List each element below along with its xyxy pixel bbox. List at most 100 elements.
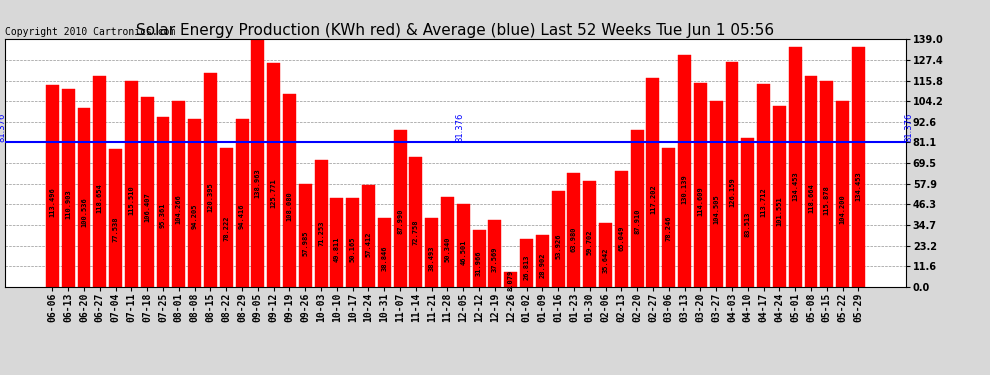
Bar	[93, 76, 106, 287]
Bar	[362, 184, 375, 287]
Bar	[742, 138, 754, 287]
Text: 53.926: 53.926	[555, 234, 561, 259]
Bar	[441, 197, 454, 287]
Text: 95.361: 95.361	[160, 203, 166, 228]
Bar	[662, 147, 675, 287]
Text: 81.376: 81.376	[904, 112, 913, 142]
Text: 49.811: 49.811	[334, 237, 340, 262]
Bar	[757, 84, 770, 287]
Text: Copyright 2010 Cartronics.com: Copyright 2010 Cartronics.com	[5, 27, 175, 37]
Text: 78.222: 78.222	[223, 216, 230, 241]
Bar	[394, 130, 407, 287]
Bar	[299, 184, 312, 287]
Text: 115.510: 115.510	[129, 186, 135, 215]
Text: 126.159: 126.159	[729, 178, 735, 207]
Bar	[710, 101, 723, 287]
Text: 57.985: 57.985	[302, 231, 308, 256]
Text: 94.416: 94.416	[239, 204, 246, 229]
Text: 138.963: 138.963	[254, 168, 260, 198]
Text: 113.712: 113.712	[760, 187, 766, 217]
Bar	[346, 198, 359, 287]
Bar	[488, 220, 501, 287]
Text: 110.903: 110.903	[65, 189, 71, 219]
Text: 37.569: 37.569	[492, 246, 498, 272]
Text: 104.200: 104.200	[840, 194, 845, 224]
Text: 78.246: 78.246	[665, 216, 672, 241]
Text: 77.538: 77.538	[113, 216, 119, 242]
Text: 100.536: 100.536	[81, 197, 87, 226]
Bar	[536, 236, 548, 287]
Text: 35.642: 35.642	[603, 248, 609, 273]
Bar	[456, 204, 470, 287]
Text: 125.771: 125.771	[270, 178, 276, 208]
Text: 104.266: 104.266	[176, 194, 182, 224]
Text: 65.049: 65.049	[619, 225, 625, 251]
Text: 59.702: 59.702	[587, 230, 593, 255]
Text: 38.846: 38.846	[381, 245, 387, 271]
Text: 108.080: 108.080	[286, 191, 292, 221]
Text: 63.980: 63.980	[571, 226, 577, 252]
Bar	[726, 62, 739, 287]
Text: 106.407: 106.407	[145, 192, 150, 222]
Bar	[188, 119, 201, 287]
Bar	[567, 173, 580, 287]
Text: 101.551: 101.551	[776, 196, 782, 226]
Text: 50.340: 50.340	[445, 237, 450, 262]
Bar	[220, 148, 233, 287]
Bar	[852, 48, 865, 287]
Text: 72.758: 72.758	[413, 220, 419, 245]
Bar	[646, 78, 659, 287]
Bar	[156, 117, 169, 287]
Bar	[789, 48, 802, 287]
Bar	[410, 158, 423, 287]
Bar	[773, 106, 786, 287]
Text: 113.496: 113.496	[50, 187, 55, 217]
Bar	[821, 81, 834, 287]
Text: 81.376: 81.376	[455, 112, 464, 142]
Text: 87.910: 87.910	[635, 209, 641, 234]
Bar	[520, 239, 533, 287]
Text: 31.966: 31.966	[476, 250, 482, 276]
Bar	[315, 160, 328, 287]
Text: 117.202: 117.202	[650, 184, 656, 214]
Bar	[172, 101, 185, 287]
Title: Solar Energy Production (KWh red) & Average (blue) Last 52 Weeks Tue Jun 1 05:56: Solar Energy Production (KWh red) & Aver…	[137, 23, 774, 38]
Bar	[694, 83, 707, 287]
Bar	[837, 101, 849, 287]
Text: 83.513: 83.513	[744, 211, 750, 237]
Bar	[236, 119, 248, 287]
Text: 38.493: 38.493	[429, 245, 435, 271]
Bar	[551, 191, 564, 287]
Text: 120.395: 120.395	[208, 182, 214, 212]
Text: 26.813: 26.813	[524, 254, 530, 280]
Bar	[583, 181, 596, 287]
Text: 81.376: 81.376	[0, 112, 7, 142]
Bar	[631, 130, 644, 287]
Bar	[426, 218, 439, 287]
Text: 118.664: 118.664	[808, 183, 814, 213]
Text: 46.501: 46.501	[460, 239, 466, 265]
Bar	[504, 273, 517, 287]
Bar	[472, 230, 485, 287]
Text: 114.609: 114.609	[697, 186, 703, 216]
Bar	[125, 81, 138, 287]
Text: 94.205: 94.205	[192, 204, 198, 229]
Text: 57.412: 57.412	[365, 231, 371, 257]
Bar	[77, 108, 90, 287]
Bar	[678, 55, 691, 287]
Bar	[599, 224, 612, 287]
Bar	[141, 98, 153, 287]
Text: 134.453: 134.453	[792, 171, 798, 201]
Text: 71.253: 71.253	[318, 221, 324, 246]
Text: 134.453: 134.453	[855, 171, 861, 201]
Text: 118.654: 118.654	[97, 183, 103, 213]
Text: 8.079: 8.079	[508, 270, 514, 291]
Bar	[109, 149, 122, 287]
Text: 28.902: 28.902	[540, 252, 545, 278]
Bar	[267, 63, 280, 287]
Bar	[204, 72, 217, 287]
Text: 130.139: 130.139	[681, 175, 688, 204]
Text: 87.990: 87.990	[397, 209, 403, 234]
Text: 115.878: 115.878	[824, 185, 830, 215]
Bar	[283, 94, 296, 287]
